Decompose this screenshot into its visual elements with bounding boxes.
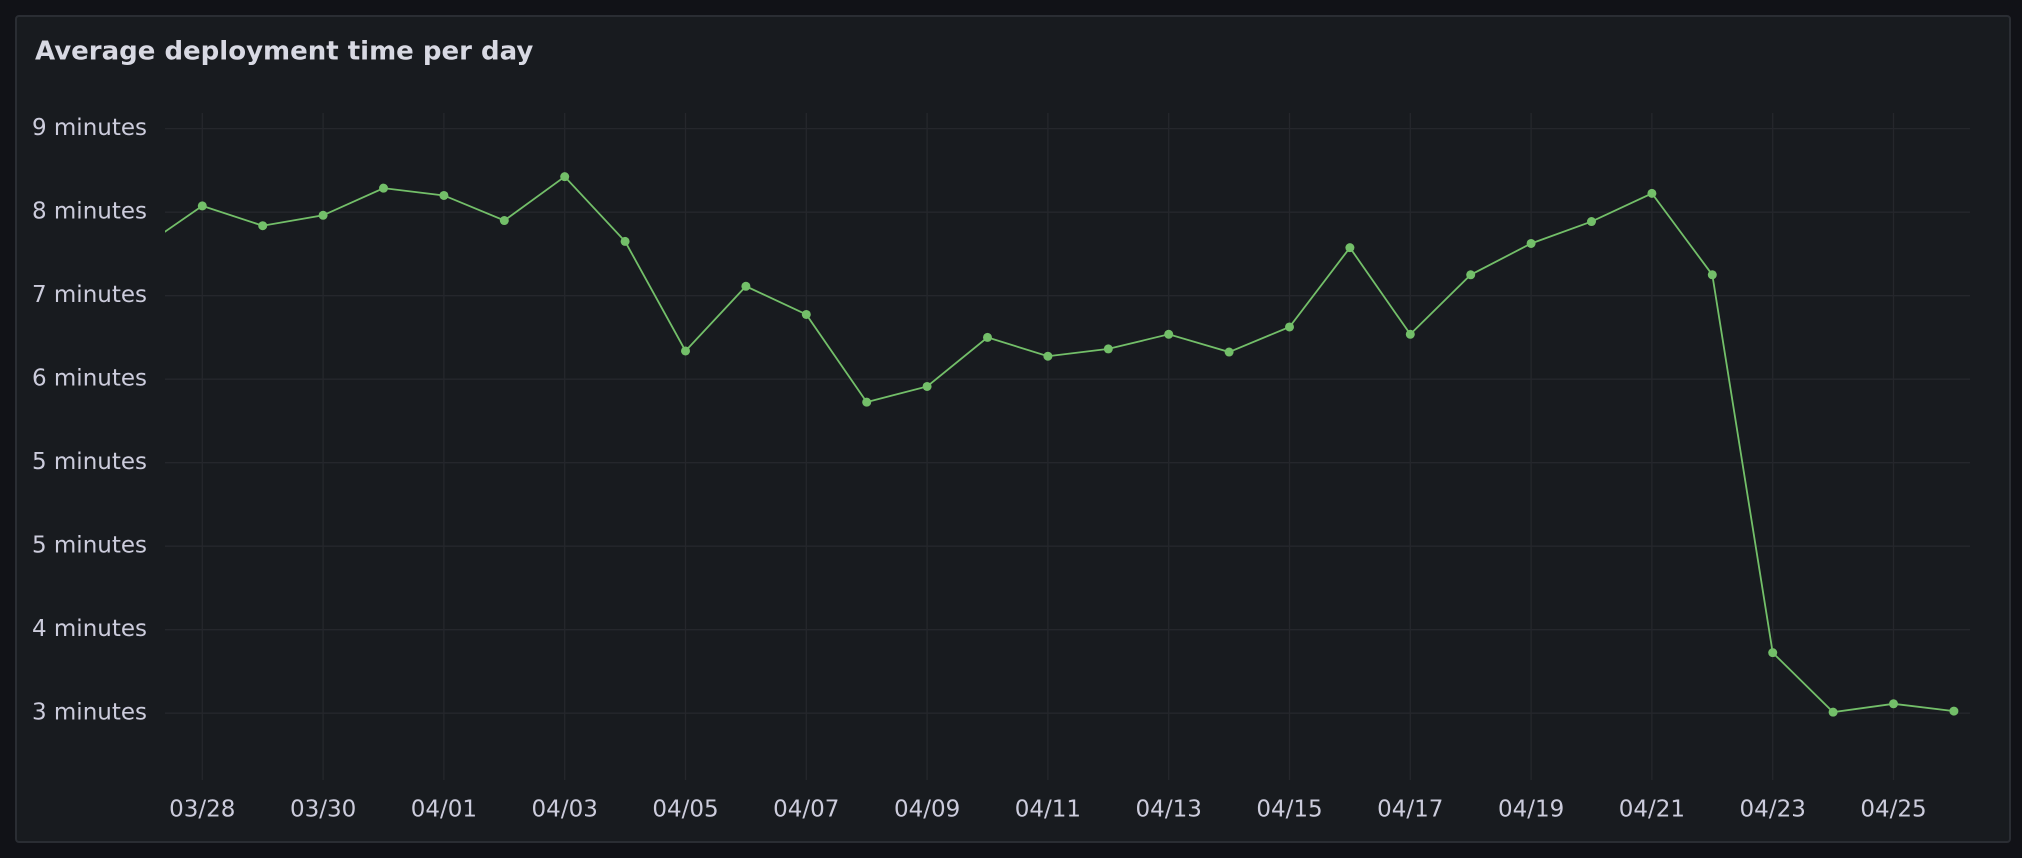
data-point [1466, 270, 1476, 280]
data-point [1285, 322, 1294, 332]
y-tick-label: 3 minutes [32, 700, 147, 726]
y-tick-label: 8 minutes [32, 199, 147, 225]
data-point [197, 201, 207, 211]
x-tick-label: 03/28 [169, 797, 235, 823]
data-point [1949, 706, 1959, 716]
x-tick-label: 04/19 [1498, 797, 1564, 823]
data-point [1164, 329, 1174, 339]
data-point [1345, 243, 1355, 253]
x-tick-label: 04/07 [773, 797, 839, 823]
x-tick-label: 04/25 [1860, 797, 1926, 823]
y-tick-label: 5 minutes [32, 449, 147, 475]
data-point [1647, 188, 1657, 198]
data-point [499, 216, 509, 226]
data-point [258, 221, 268, 231]
data-point [801, 309, 811, 319]
data-point [983, 332, 992, 342]
grid [165, 113, 1970, 780]
x-tick-label: 04/09 [894, 797, 960, 823]
data-point [1828, 707, 1838, 717]
x-tick-label: 04/17 [1377, 797, 1443, 823]
data-point [1768, 648, 1778, 658]
data-point [620, 236, 630, 246]
y-tick-label: 6 minutes [32, 366, 147, 392]
y-tick-label: 9 minutes [32, 115, 147, 141]
data-point [1405, 329, 1415, 339]
x-tick-label: 04/21 [1619, 797, 1685, 823]
data-point [1526, 238, 1536, 248]
data-point [560, 172, 570, 182]
x-tick-label: 04/03 [532, 797, 598, 823]
data-point [1889, 699, 1898, 709]
data-point [1043, 351, 1053, 361]
plot [165, 172, 1959, 717]
axis-labels: 3 minutes 4 minutes 5 minutes 5 minutes 6 mi… [32, 115, 1927, 822]
data-point [379, 183, 388, 193]
data-point [741, 281, 751, 291]
data-point [1707, 270, 1717, 280]
data-point [862, 397, 872, 407]
y-tick-label: 7 minutes [32, 282, 147, 308]
data-point [1587, 217, 1596, 227]
panel-frame [15, 15, 2011, 843]
x-tick-label: 04/01 [411, 797, 477, 823]
x-tick-label: 04/13 [1136, 797, 1202, 823]
x-tick-label: 04/15 [1256, 797, 1322, 823]
y-tick-label: 5 minutes [32, 533, 147, 559]
x-tick-label: 04/05 [652, 797, 718, 823]
data-point [922, 381, 932, 391]
x-tick-label: 04/23 [1740, 797, 1806, 823]
data-point [1224, 347, 1234, 357]
panel-title: Average deployment time per day [35, 37, 533, 67]
data-point [1103, 344, 1113, 354]
x-tick-label: 03/30 [290, 797, 356, 823]
x-tick-label: 04/11 [1015, 797, 1081, 823]
y-tick-label: 4 minutes [32, 616, 147, 642]
data-point [439, 190, 449, 200]
data-point [681, 346, 690, 356]
data-point [318, 210, 328, 220]
